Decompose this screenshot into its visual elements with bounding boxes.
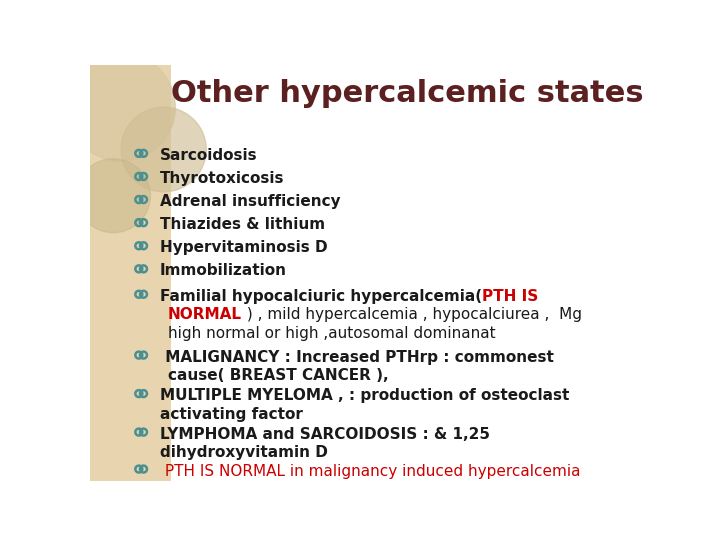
Text: Hypervitaminosis D: Hypervitaminosis D xyxy=(160,240,328,255)
Circle shape xyxy=(67,53,175,161)
Circle shape xyxy=(76,159,150,233)
Text: PTH IS: PTH IS xyxy=(482,289,538,304)
Bar xyxy=(90,65,171,481)
Text: LYMPHOMA and SARCOIDOSIS : & 1,25: LYMPHOMA and SARCOIDOSIS : & 1,25 xyxy=(160,427,490,442)
Text: Thyrotoxicosis: Thyrotoxicosis xyxy=(160,171,284,186)
Text: MALIGNANCY : Increased PTHrp : commonest: MALIGNANCY : Increased PTHrp : commonest xyxy=(160,350,554,364)
Circle shape xyxy=(121,107,206,192)
Text: ) , mild hypercalcemia , hypocalciurea ,  Mg: ) , mild hypercalcemia , hypocalciurea ,… xyxy=(241,307,582,322)
Text: cause( BREAST CANCER ),: cause( BREAST CANCER ), xyxy=(168,368,388,383)
Text: PTH IS NORMAL in malignancy induced hypercalcemia: PTH IS NORMAL in malignancy induced hype… xyxy=(160,464,580,478)
Text: Familial hypocalciuric hypercalcemia(: Familial hypocalciuric hypercalcemia( xyxy=(160,289,482,304)
Text: Immobilization: Immobilization xyxy=(160,264,287,279)
Text: MULTIPLE MYELOMA , : production of osteoclast: MULTIPLE MYELOMA , : production of osteo… xyxy=(160,388,569,403)
Text: Adrenal insufficiency: Adrenal insufficiency xyxy=(160,194,341,209)
Text: activating factor: activating factor xyxy=(160,407,302,422)
Text: Thiazides & lithium: Thiazides & lithium xyxy=(160,217,325,232)
Text: Other hypercalcemic states: Other hypercalcemic states xyxy=(171,79,644,107)
Text: dihydroxyvitamin D: dihydroxyvitamin D xyxy=(160,445,328,460)
Text: high normal or high ,autosomal dominanat: high normal or high ,autosomal dominanat xyxy=(168,326,495,341)
Text: NORMAL: NORMAL xyxy=(168,307,241,322)
Text: Sarcoidosis: Sarcoidosis xyxy=(160,148,257,163)
